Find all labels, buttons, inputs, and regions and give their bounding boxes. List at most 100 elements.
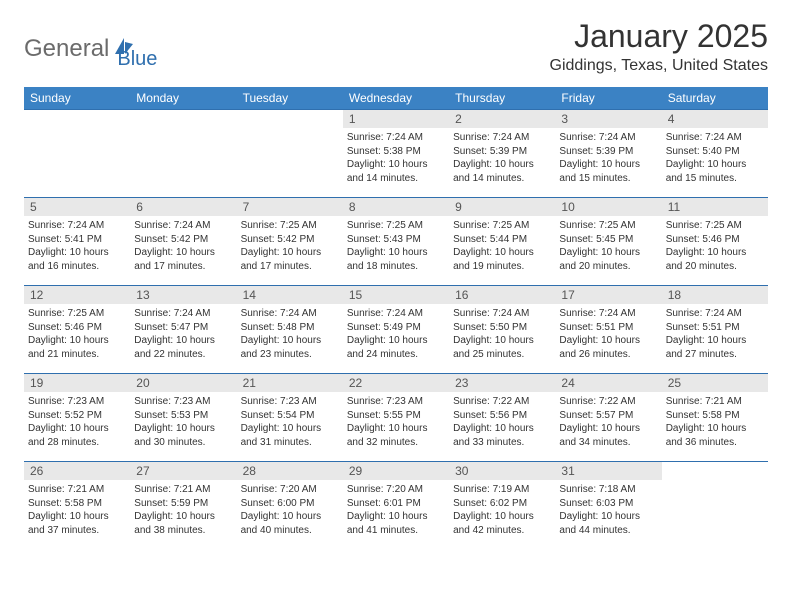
calendar-day-cell: 23 Sunrise: 7:22 AMSunset: 5:56 PMDayligh… xyxy=(449,374,555,462)
day-details: Sunrise: 7:20 AMSunset: 6:01 PMDaylight:… xyxy=(347,483,445,537)
weekday-header: Wednesday xyxy=(343,87,449,110)
calendar-day-cell: 8 Sunrise: 7:25 AMSunset: 5:43 PMDaylight… xyxy=(343,198,449,286)
day-details: Sunrise: 7:24 AMSunset: 5:40 PMDaylight:… xyxy=(666,131,764,185)
calendar-day-cell xyxy=(662,462,768,550)
day-number-empty xyxy=(662,462,768,480)
day-details: Sunrise: 7:24 AMSunset: 5:48 PMDaylight:… xyxy=(241,307,339,361)
calendar-day-cell: 17 Sunrise: 7:24 AMSunset: 5:51 PMDayligh… xyxy=(555,286,661,374)
day-details: Sunrise: 7:24 AMSunset: 5:51 PMDaylight:… xyxy=(559,307,657,361)
day-number: 19 xyxy=(24,374,130,392)
calendar-day-cell: 16 Sunrise: 7:24 AMSunset: 5:50 PMDayligh… xyxy=(449,286,555,374)
day-details: Sunrise: 7:25 AMSunset: 5:44 PMDaylight:… xyxy=(453,219,551,273)
day-number: 11 xyxy=(662,198,768,216)
day-number: 14 xyxy=(237,286,343,304)
calendar-day-cell: 10 Sunrise: 7:25 AMSunset: 5:45 PMDayligh… xyxy=(555,198,661,286)
calendar-day-cell: 26 Sunrise: 7:21 AMSunset: 5:58 PMDayligh… xyxy=(24,462,130,550)
calendar-day-cell: 5Sunrise: 7:24 AMSunset: 5:41 PMDaylight… xyxy=(24,198,130,286)
calendar-day-cell xyxy=(24,110,130,198)
day-details: Sunrise: 7:21 AMSunset: 5:59 PMDaylight:… xyxy=(134,483,232,537)
day-number-empty xyxy=(24,110,130,128)
calendar-day-cell: 4 Sunrise: 7:24 AMSunset: 5:40 PMDaylight… xyxy=(662,110,768,198)
day-number: 10 xyxy=(555,198,661,216)
calendar-day-cell: 28 Sunrise: 7:20 AMSunset: 6:00 PMDayligh… xyxy=(237,462,343,550)
calendar-day-cell: 1Sunrise: 7:24 AMSunset: 5:38 PMDaylight… xyxy=(343,110,449,198)
day-number: 31 xyxy=(555,462,661,480)
day-number: 6 xyxy=(130,198,236,216)
calendar-day-cell: 7 Sunrise: 7:25 AMSunset: 5:42 PMDaylight… xyxy=(237,198,343,286)
calendar-day-cell: 31 Sunrise: 7:18 AMSunset: 6:03 PMDayligh… xyxy=(555,462,661,550)
day-details: Sunrise: 7:25 AMSunset: 5:43 PMDaylight:… xyxy=(347,219,445,273)
day-number: 22 xyxy=(343,374,449,392)
day-details: Sunrise: 7:24 AMSunset: 5:41 PMDaylight:… xyxy=(28,219,126,273)
day-details: Sunrise: 7:25 AMSunset: 5:46 PMDaylight:… xyxy=(28,307,126,361)
day-details: Sunrise: 7:24 AMSunset: 5:39 PMDaylight:… xyxy=(559,131,657,185)
day-details: Sunrise: 7:20 AMSunset: 6:00 PMDaylight:… xyxy=(241,483,339,537)
calendar-day-cell xyxy=(237,110,343,198)
calendar-day-cell: 24 Sunrise: 7:22 AMSunset: 5:57 PMDayligh… xyxy=(555,374,661,462)
weekday-header: Monday xyxy=(130,87,236,110)
header: General Blue January 2025 Giddings, Texa… xyxy=(24,18,768,83)
day-details: Sunrise: 7:24 AMSunset: 5:51 PMDaylight:… xyxy=(666,307,764,361)
day-number: 7 xyxy=(237,198,343,216)
calendar-day-cell: 20 Sunrise: 7:23 AMSunset: 5:53 PMDayligh… xyxy=(130,374,236,462)
day-number: 16 xyxy=(449,286,555,304)
day-number: 12 xyxy=(24,286,130,304)
calendar-day-cell: 30Sunrise: 7:19 AMSunset: 6:02 PMDayligh… xyxy=(449,462,555,550)
calendar-day-cell: 6 Sunrise: 7:24 AMSunset: 5:42 PMDaylight… xyxy=(130,198,236,286)
day-details: Sunrise: 7:21 AMSunset: 5:58 PMDaylight:… xyxy=(28,483,126,537)
calendar-day-cell: 3 Sunrise: 7:24 AMSunset: 5:39 PMDaylight… xyxy=(555,110,661,198)
day-number: 8 xyxy=(343,198,449,216)
day-details: Sunrise: 7:24 AMSunset: 5:47 PMDaylight:… xyxy=(134,307,232,361)
day-details: Sunrise: 7:24 AMSunset: 5:42 PMDaylight:… xyxy=(134,219,232,273)
day-details: Sunrise: 7:21 AMSunset: 5:58 PMDaylight:… xyxy=(666,395,764,449)
calendar-week-row: 12 Sunrise: 7:25 AMSunset: 5:46 PMDayligh… xyxy=(24,286,768,374)
calendar-day-cell: 18Sunrise: 7:24 AMSunset: 5:51 PMDayligh… xyxy=(662,286,768,374)
weekday-header: Tuesday xyxy=(237,87,343,110)
day-number: 24 xyxy=(555,374,661,392)
calendar-week-row: 26 Sunrise: 7:21 AMSunset: 5:58 PMDayligh… xyxy=(24,462,768,550)
day-details: Sunrise: 7:18 AMSunset: 6:03 PMDaylight:… xyxy=(559,483,657,537)
day-number: 17 xyxy=(555,286,661,304)
calendar-day-cell: 29Sunrise: 7:20 AMSunset: 6:01 PMDayligh… xyxy=(343,462,449,550)
calendar-week-row: 19 Sunrise: 7:23 AMSunset: 5:52 PMDayligh… xyxy=(24,374,768,462)
day-number: 13 xyxy=(130,286,236,304)
day-details: Sunrise: 7:23 AMSunset: 5:52 PMDaylight:… xyxy=(28,395,126,449)
day-details: Sunrise: 7:25 AMSunset: 5:45 PMDaylight:… xyxy=(559,219,657,273)
day-details: Sunrise: 7:25 AMSunset: 5:42 PMDaylight:… xyxy=(241,219,339,273)
day-number: 9 xyxy=(449,198,555,216)
day-number: 23 xyxy=(449,374,555,392)
calendar-day-cell: 22Sunrise: 7:23 AMSunset: 5:55 PMDayligh… xyxy=(343,374,449,462)
day-number-empty xyxy=(130,110,236,128)
day-details: Sunrise: 7:23 AMSunset: 5:53 PMDaylight:… xyxy=(134,395,232,449)
day-number: 25 xyxy=(662,374,768,392)
calendar-day-cell: 21Sunrise: 7:23 AMSunset: 5:54 PMDayligh… xyxy=(237,374,343,462)
day-details: Sunrise: 7:19 AMSunset: 6:02 PMDaylight:… xyxy=(453,483,551,537)
day-number: 20 xyxy=(130,374,236,392)
calendar-table: Sunday Monday Tuesday Wednesday Thursday… xyxy=(24,87,768,550)
weekday-header: Sunday xyxy=(24,87,130,110)
calendar-week-row: 5Sunrise: 7:24 AMSunset: 5:41 PMDaylight… xyxy=(24,198,768,286)
day-details: Sunrise: 7:23 AMSunset: 5:54 PMDaylight:… xyxy=(241,395,339,449)
weekday-header: Friday xyxy=(555,87,661,110)
day-details: Sunrise: 7:24 AMSunset: 5:50 PMDaylight:… xyxy=(453,307,551,361)
title-block: January 2025 Giddings, Texas, United Sta… xyxy=(550,18,769,83)
day-number: 28 xyxy=(237,462,343,480)
calendar-day-cell: 9 Sunrise: 7:25 AMSunset: 5:44 PMDaylight… xyxy=(449,198,555,286)
day-details: Sunrise: 7:22 AMSunset: 5:56 PMDaylight:… xyxy=(453,395,551,449)
day-number: 1 xyxy=(343,110,449,128)
day-number: 4 xyxy=(662,110,768,128)
logo-text-blue: Blue xyxy=(117,48,157,71)
weekday-header: Thursday xyxy=(449,87,555,110)
calendar-day-cell xyxy=(130,110,236,198)
calendar-day-cell: 13 Sunrise: 7:24 AMSunset: 5:47 PMDayligh… xyxy=(130,286,236,374)
calendar-day-cell: 14 Sunrise: 7:24 AMSunset: 5:48 PMDayligh… xyxy=(237,286,343,374)
weekday-header: Saturday xyxy=(662,87,768,110)
day-details: Sunrise: 7:24 AMSunset: 5:49 PMDaylight:… xyxy=(347,307,445,361)
day-details: Sunrise: 7:22 AMSunset: 5:57 PMDaylight:… xyxy=(559,395,657,449)
day-details: Sunrise: 7:24 AMSunset: 5:39 PMDaylight:… xyxy=(453,131,551,185)
calendar-day-cell: 12 Sunrise: 7:25 AMSunset: 5:46 PMDayligh… xyxy=(24,286,130,374)
day-number: 27 xyxy=(130,462,236,480)
day-number: 26 xyxy=(24,462,130,480)
calendar-day-cell: 19 Sunrise: 7:23 AMSunset: 5:52 PMDayligh… xyxy=(24,374,130,462)
day-number: 3 xyxy=(555,110,661,128)
